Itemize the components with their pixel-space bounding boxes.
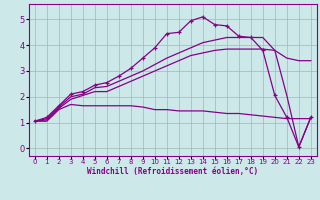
X-axis label: Windchill (Refroidissement éolien,°C): Windchill (Refroidissement éolien,°C) <box>87 167 258 176</box>
